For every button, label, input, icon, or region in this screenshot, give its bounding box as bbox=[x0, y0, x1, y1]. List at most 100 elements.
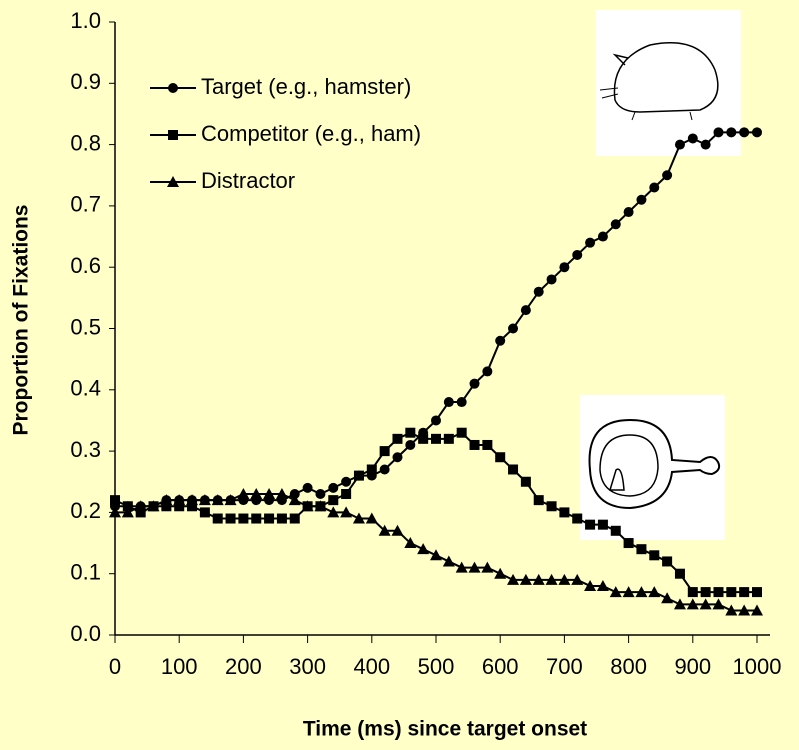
marker bbox=[726, 587, 737, 598]
marker bbox=[186, 494, 199, 506]
x-axis-label: Time (ms) since target onset bbox=[303, 718, 587, 741]
marker bbox=[366, 464, 377, 475]
marker bbox=[507, 573, 520, 585]
marker bbox=[572, 513, 583, 524]
marker bbox=[263, 488, 276, 500]
ham-picture bbox=[580, 395, 725, 540]
marker bbox=[725, 604, 738, 616]
marker bbox=[134, 500, 147, 512]
legend: Target (e.g., hamster) Competitor (e.g., … bbox=[150, 74, 421, 193]
marker bbox=[455, 561, 468, 573]
marker bbox=[135, 507, 146, 518]
x-tick-label: 0 bbox=[109, 654, 121, 679]
x-tick-label: 600 bbox=[482, 654, 519, 679]
y-tick-label: 0.8 bbox=[70, 130, 101, 155]
marker bbox=[700, 139, 711, 150]
marker bbox=[533, 495, 544, 506]
marker bbox=[442, 555, 455, 567]
marker bbox=[225, 513, 236, 524]
marker bbox=[751, 604, 763, 616]
marker bbox=[559, 262, 570, 273]
marker bbox=[238, 513, 249, 524]
marker bbox=[687, 133, 698, 144]
marker bbox=[250, 488, 263, 500]
marker bbox=[648, 586, 661, 598]
marker bbox=[546, 501, 557, 512]
x-tick-label: 700 bbox=[546, 654, 583, 679]
marker bbox=[391, 524, 404, 536]
marker bbox=[289, 513, 300, 524]
marker bbox=[122, 501, 133, 512]
x-tick-label: 100 bbox=[161, 654, 198, 679]
marker bbox=[585, 237, 596, 248]
marker bbox=[302, 482, 313, 493]
marker bbox=[418, 433, 429, 444]
marker bbox=[673, 598, 686, 610]
marker bbox=[443, 433, 454, 444]
marker bbox=[392, 433, 403, 444]
y-tick-label: 0.2 bbox=[70, 498, 101, 523]
marker bbox=[662, 170, 673, 181]
marker bbox=[649, 182, 660, 193]
marker bbox=[328, 482, 339, 493]
marker bbox=[353, 470, 364, 481]
marker bbox=[636, 194, 647, 205]
x-tick-label: 500 bbox=[418, 654, 455, 679]
marker bbox=[739, 587, 750, 598]
marker bbox=[495, 452, 506, 463]
marker bbox=[674, 568, 685, 579]
x-tick-label: 800 bbox=[610, 654, 647, 679]
marker bbox=[661, 592, 674, 604]
marker bbox=[431, 433, 441, 444]
marker bbox=[469, 378, 480, 389]
marker bbox=[379, 446, 390, 457]
marker bbox=[622, 586, 635, 598]
marker bbox=[558, 573, 571, 585]
marker bbox=[275, 488, 288, 500]
marker bbox=[173, 494, 186, 506]
marker bbox=[469, 439, 480, 450]
marker bbox=[738, 604, 751, 616]
marker bbox=[532, 573, 545, 585]
marker bbox=[494, 567, 507, 579]
marker bbox=[712, 598, 725, 610]
marker bbox=[699, 598, 712, 610]
marker bbox=[224, 494, 237, 506]
marker bbox=[365, 512, 378, 524]
marker bbox=[251, 513, 262, 524]
y-tick-label: 0.1 bbox=[70, 560, 101, 585]
marker bbox=[288, 494, 301, 506]
marker bbox=[341, 489, 352, 500]
marker bbox=[508, 464, 519, 475]
marker bbox=[545, 573, 558, 585]
marker bbox=[161, 501, 172, 512]
marker bbox=[482, 439, 493, 450]
x-tick-label: 200 bbox=[225, 654, 262, 679]
marker bbox=[713, 587, 724, 598]
marker bbox=[327, 506, 340, 518]
x-tick-label: 1000 bbox=[733, 654, 782, 679]
marker bbox=[468, 561, 481, 573]
marker bbox=[187, 501, 198, 512]
marker bbox=[405, 439, 416, 450]
marker bbox=[623, 207, 634, 218]
marker bbox=[726, 127, 737, 138]
marker bbox=[519, 573, 532, 585]
marker bbox=[198, 494, 211, 506]
marker bbox=[341, 476, 352, 487]
marker bbox=[379, 464, 390, 475]
marker bbox=[121, 506, 134, 518]
legend-label: Distractor bbox=[201, 168, 295, 193]
x-tick-label: 900 bbox=[674, 654, 711, 679]
marker bbox=[314, 500, 327, 512]
marker bbox=[199, 507, 210, 518]
marker bbox=[211, 494, 224, 506]
marker bbox=[443, 397, 454, 408]
marker bbox=[520, 305, 531, 316]
legend-label: Competitor (e.g., ham) bbox=[201, 121, 421, 146]
marker bbox=[508, 323, 519, 334]
marker bbox=[700, 587, 711, 598]
marker bbox=[417, 543, 430, 555]
